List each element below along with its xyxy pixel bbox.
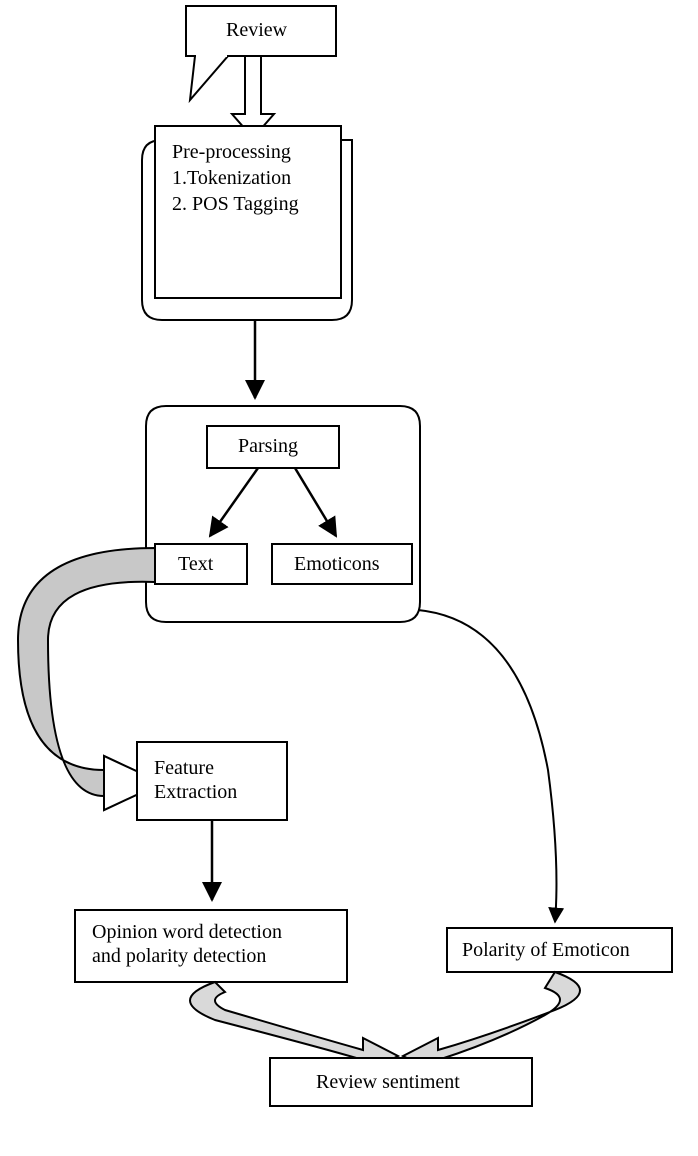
flowchart-svg [0, 0, 698, 1156]
opinion-line2: and polarity detection [92, 944, 266, 968]
emoticons-label: Emoticons [294, 552, 380, 576]
review-label: Review [226, 18, 287, 42]
flowchart-canvas: Review Pre-processing 1.Tokenization 2. … [0, 0, 698, 1156]
text-label: Text [178, 552, 213, 576]
preproc-line1: Pre-processing [172, 140, 291, 164]
opinion-line1: Opinion word detection [92, 920, 282, 944]
result-label: Review sentiment [316, 1070, 460, 1094]
preproc-line3: 2. POS Tagging [172, 192, 299, 216]
feature-line1: Feature [154, 756, 214, 780]
feature-line2: Extraction [154, 780, 237, 804]
callout-tail [190, 56, 228, 100]
preproc-line2: 1.Tokenization [172, 166, 291, 190]
curve-emoticons-to-polarity [418, 610, 556, 922]
polarity-label: Polarity of Emoticon [462, 938, 630, 962]
parsing-label: Parsing [238, 434, 298, 458]
